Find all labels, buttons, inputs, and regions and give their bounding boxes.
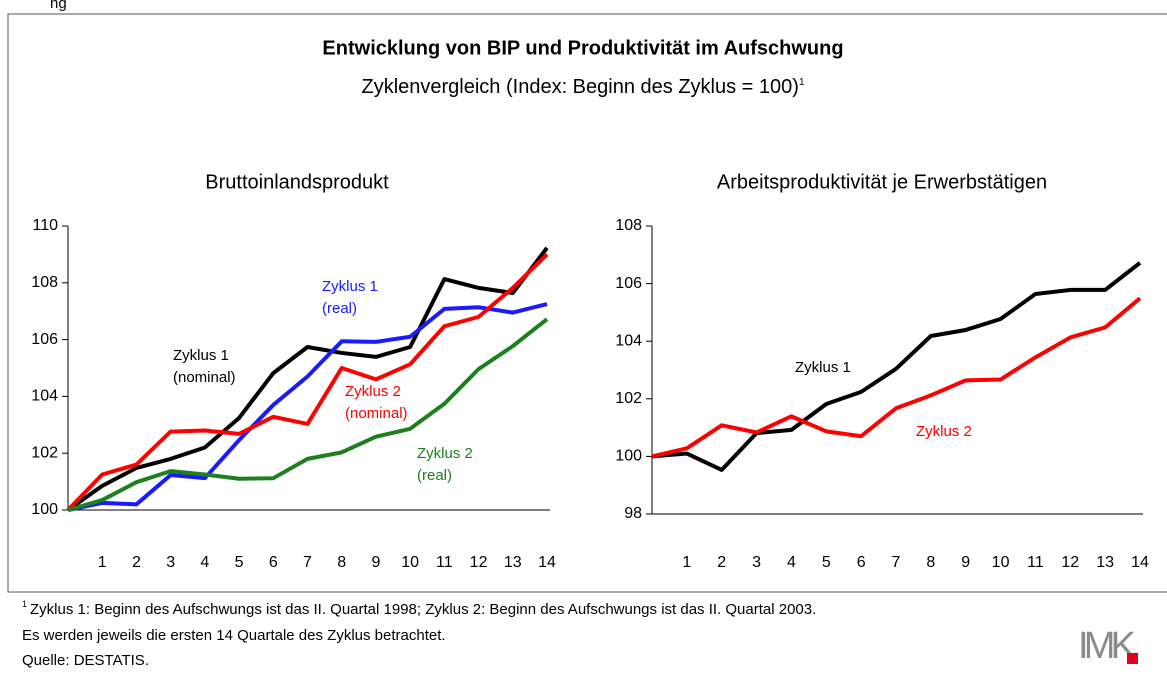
x-tick-label: 1 <box>98 554 107 571</box>
x-tick-label: 9 <box>961 554 970 571</box>
logo-text: IMK <box>1078 625 1136 667</box>
x-tick-label: 4 <box>787 554 796 571</box>
y-tick-label: 108 <box>615 217 642 234</box>
series-label-qualifier: (nominal) <box>173 369 236 386</box>
line <box>66 252 549 512</box>
chart-title: Bruttoinlandsprodukt <box>205 171 389 193</box>
title: Entwicklung von BIP und Produktivität im… <box>322 37 843 59</box>
series-label: Zyklus 2 <box>916 423 972 440</box>
logo-square <box>1127 653 1138 664</box>
series-label: Zyklus 2 <box>417 445 473 462</box>
series-label-qualifier: (real) <box>417 467 452 484</box>
footnote-text: Zyklus 1: Beginn des Aufschwungs ist das… <box>30 601 816 618</box>
line <box>651 261 1142 472</box>
series-label: Zyklus 2 <box>345 383 401 400</box>
y-tick-label: 104 <box>31 388 58 405</box>
series-label-qualifier: (real) <box>322 300 357 317</box>
frame <box>7 13 1167 593</box>
footnote: Es werden jeweils die ersten 14 Quartale… <box>22 627 446 644</box>
x-tick-label: 11 <box>436 554 453 571</box>
y-tick-label: 102 <box>615 390 642 407</box>
x-tick-label: 3 <box>166 554 175 571</box>
x-tick-label: 4 <box>200 554 209 571</box>
x-tick-label: 12 <box>1061 554 1079 571</box>
x-tick-label: 7 <box>303 554 312 571</box>
y-tick-label: 108 <box>31 274 58 291</box>
chart-title: Arbeitsproduktivität je Erwerbstätigen <box>717 171 1047 193</box>
x-tick-label: 3 <box>752 554 761 571</box>
y-tick-label: 100 <box>31 501 58 518</box>
x-tick-label: 10 <box>992 554 1010 571</box>
x-tick-label: 5 <box>822 554 831 571</box>
x-tick-label: 13 <box>504 554 522 571</box>
x-tick-label: 2 <box>132 554 141 571</box>
footnote: 1 Zyklus 1: Beginn des Aufschwungs ist da… <box>22 599 816 618</box>
line <box>67 302 548 512</box>
series-label: Zyklus 1 <box>322 278 378 295</box>
y-tick-label: 104 <box>615 332 642 349</box>
x-tick-label: 14 <box>1131 554 1149 571</box>
series-label: Zyklus 1 <box>173 347 229 364</box>
y-tick-label: 100 <box>615 448 642 465</box>
series-label-qualifier: (nominal) <box>345 405 408 422</box>
series-label: Zyklus 1 <box>795 359 851 376</box>
x-tick-label: 6 <box>857 554 866 571</box>
subtitle-note: 1 <box>799 77 805 88</box>
y-tick-label: 106 <box>31 331 58 348</box>
x-tick-label: 9 <box>371 554 380 571</box>
logo: IMK <box>1078 625 1138 667</box>
x-tick-label: 13 <box>1096 554 1114 571</box>
x-tick-label: 11 <box>1027 554 1044 571</box>
subtitle-text: Zyklenvergleich (Index: Beginn des Zyklu… <box>361 76 798 98</box>
x-tick-label: 10 <box>401 554 419 571</box>
y-tick-label: 98 <box>624 505 642 522</box>
subtitle: Zyklenvergleich (Index: Beginn des Zyklu… <box>361 76 804 98</box>
line <box>651 296 1142 459</box>
x-tick-label: 12 <box>470 554 488 571</box>
x-tick-label: 5 <box>235 554 244 571</box>
y-tick-label: 102 <box>31 444 58 461</box>
x-tick-label: 7 <box>892 554 901 571</box>
corner-label: ng <box>50 0 67 12</box>
y-tick-label: 106 <box>615 275 642 292</box>
x-tick-label: 8 <box>337 554 346 571</box>
y-tick-label: 110 <box>32 217 58 234</box>
x-tick-label: 1 <box>682 554 691 571</box>
x-tick-label: 8 <box>926 554 935 571</box>
footnote-marker: 1 <box>22 599 27 609</box>
x-tick-label: 14 <box>538 554 556 571</box>
line <box>66 246 549 512</box>
x-tick-label: 2 <box>717 554 726 571</box>
line <box>67 317 549 512</box>
x-tick-label: 6 <box>269 554 278 571</box>
footnote: Quelle: DESTATIS. <box>22 652 149 669</box>
